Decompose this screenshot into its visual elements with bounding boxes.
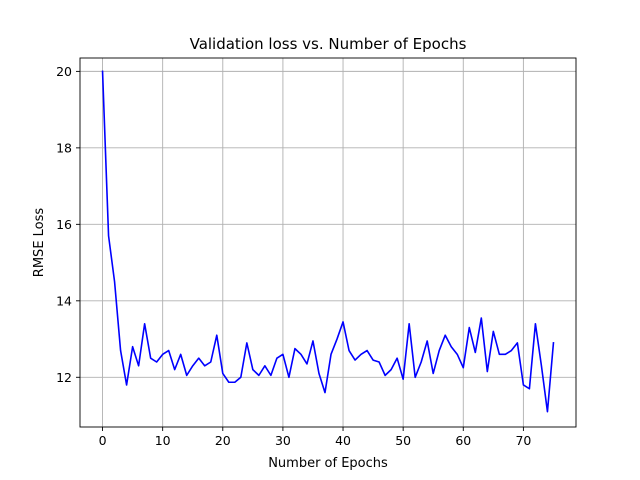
x-tick-label: 30: [275, 433, 291, 448]
series-line-0: [101, 70, 555, 413]
x-tick-label: 60: [455, 433, 471, 448]
y-tick-label: 20: [56, 64, 72, 79]
x-tick-label: 20: [215, 433, 231, 448]
y-tick-label: 14: [56, 293, 72, 308]
plot-frame: [79, 57, 577, 428]
x-tick-label: 50: [395, 433, 411, 448]
grid: [80, 58, 576, 427]
ticks: 0 10 20 30 40 50 60 70 12 14 16 18 20: [56, 64, 531, 448]
x-tick-label: 10: [155, 433, 171, 448]
y-tick-label: 12: [56, 370, 72, 385]
x-tick-label: 0: [99, 433, 107, 448]
x-tick-label: 70: [515, 433, 531, 448]
x-axis-label: Number of Epochs: [268, 456, 388, 471]
y-tick-label: 16: [56, 217, 72, 232]
x-tick-label: 40: [335, 433, 351, 448]
y-axis-label: RMSE Loss: [32, 208, 47, 278]
chart-title: Validation loss vs. Number of Epochs: [190, 35, 467, 53]
y-tick-label: 18: [56, 140, 72, 155]
series-layer: [101, 70, 555, 413]
